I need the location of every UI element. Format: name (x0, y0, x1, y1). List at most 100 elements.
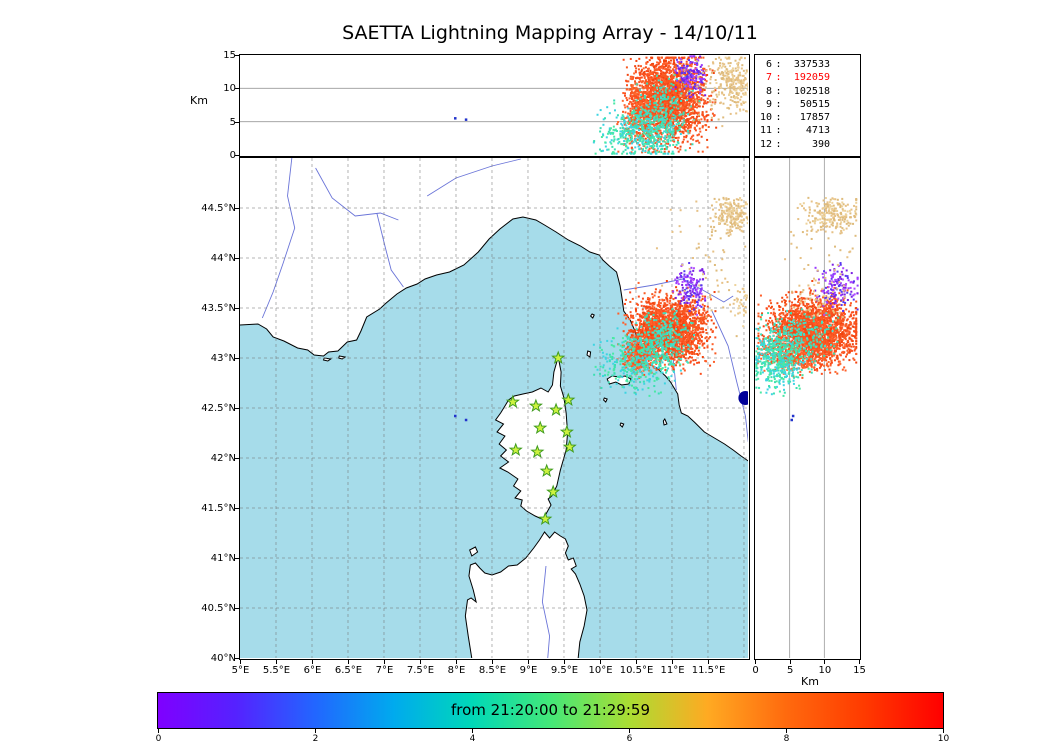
colorbar-time-range-label: from 21:20:00 to 21:29:59 (450, 701, 650, 719)
lon-tick-mark (528, 660, 529, 664)
colorbar-tick-mark (629, 729, 630, 733)
lon-tick-mark (384, 660, 385, 664)
lon-tick-mark (420, 660, 421, 664)
lat-tick-label: 42°N (210, 453, 236, 464)
lon-tick-mark (348, 660, 349, 664)
colorbar-tick-label: 2 (312, 734, 319, 744)
altitude-tick-mark (755, 660, 756, 664)
altitude-axis-label-right: Km (801, 675, 819, 688)
station-level: 6 (765, 59, 772, 70)
lon-tick-label: 5.5°E (262, 665, 291, 676)
lon-tick-label: 8°E (447, 665, 466, 676)
lat-tick-label: 40.5°N (201, 603, 236, 614)
lon-tick-mark (492, 660, 493, 664)
lon-tick-label: 11.5°E (691, 665, 726, 676)
lat-tick-mark (235, 308, 239, 309)
station-source-counts-panel: 6:337533 7:192059 8:102518 9:50515 10:17857 1… (754, 54, 861, 157)
colorbar-tick-mark (786, 729, 787, 733)
colorbar-tick-label: 6 (626, 734, 633, 744)
figure-title: SAETTA Lightning Mapping Array - 14/10/1… (342, 22, 758, 44)
lon-tick-mark (240, 660, 241, 664)
separator: : (775, 72, 782, 84)
lon-tick-mark (564, 660, 565, 664)
lon-tick-mark (312, 660, 313, 664)
altitude-vs-longitude-canvas (240, 55, 748, 155)
altitude-tick-label: 10 (223, 83, 236, 95)
station-level: 8 (765, 85, 772, 97)
separator: : (775, 98, 782, 110)
station-count: 102518 (793, 85, 830, 97)
lon-tick-label: 6.5°E (334, 665, 363, 676)
station-count: 192059 (793, 72, 830, 84)
lon-tick-label: 10.5°E (619, 665, 654, 676)
lon-tick-mark (636, 660, 637, 664)
lon-tick-label: 10°E (588, 665, 613, 676)
lat-tick-mark (235, 508, 239, 509)
altitude-vs-longitude-panel (239, 54, 750, 157)
lon-tick-label: 7.5°E (406, 665, 435, 676)
lon-tick-label: 6°E (303, 665, 322, 676)
altitude-vs-latitude-canvas (755, 158, 859, 658)
lat-tick-label: 42.5°N (201, 403, 236, 414)
lat-tick-label: 41°N (210, 553, 236, 564)
lat-tick-mark (235, 408, 239, 409)
altitude-tick-mark (824, 660, 826, 664)
lat-tick-label: 44°N (210, 253, 236, 264)
altitude-tick-mark (235, 121, 239, 123)
lon-tick-label: 11°E (660, 665, 685, 676)
time-colorbar: from 21:20:00 to 21:29:59 (157, 692, 944, 729)
station-level: 7 (765, 72, 772, 84)
lat-tick-mark (235, 608, 239, 609)
station-count: 50515 (799, 98, 830, 110)
lat-tick-mark (235, 208, 239, 209)
lat-tick-label: 44.5°N (201, 203, 236, 214)
lat-tick-mark (235, 558, 239, 559)
colorbar-tick-label: 0 (155, 734, 162, 744)
lat-tick-label: 41.5°N (201, 503, 236, 514)
lon-tick-label: 7°E (375, 665, 394, 676)
station-count-row: 12: 390 (757, 138, 857, 151)
altitude-tick-mark (235, 55, 239, 56)
lat-tick-mark (235, 258, 239, 259)
lat-tick-mark (235, 358, 239, 359)
lat-tick-label: 43.5°N (201, 303, 236, 314)
station-level: 12 (759, 138, 772, 150)
altitude-tick-mark (235, 155, 239, 156)
station-count: 17857 (799, 112, 830, 124)
separator: : (775, 112, 782, 124)
lon-tick-mark (600, 660, 601, 664)
colorbar-tick-mark (472, 729, 473, 733)
lat-tick-mark (235, 458, 239, 459)
station-count-row: 10: 17857 (757, 111, 857, 124)
colorbar-tick-label: 8 (783, 734, 790, 744)
station-count: 337533 (793, 59, 830, 70)
colorbar-tick-mark (315, 729, 316, 733)
plan-view-map-panel (239, 157, 750, 660)
lat-tick-mark (235, 658, 239, 659)
station-level: 10 (759, 112, 772, 124)
lon-tick-label: 5°E (231, 665, 250, 676)
station-count-row: 8:102518 (757, 85, 857, 98)
lat-tick-label: 40°N (210, 653, 236, 664)
station-count-row: 7:192059 (757, 71, 857, 84)
separator: : (775, 85, 782, 97)
colorbar-tick-mark (943, 729, 944, 733)
colorbar-tick-label: 10 (937, 734, 950, 744)
altitude-tick-mark (859, 660, 860, 664)
lon-tick-label: 8.5°E (478, 665, 507, 676)
station-count: 4713 (805, 125, 830, 137)
altitude-tick-label: 0 (229, 150, 236, 161)
lon-tick-mark (672, 660, 673, 664)
station-count-row: 11: 4713 (757, 124, 857, 137)
colorbar-tick-mark (158, 729, 159, 733)
lat-tick-label: 43°N (210, 353, 236, 364)
lon-tick-label: 9.5°E (550, 665, 579, 676)
station-count-row: 9: 50515 (757, 98, 857, 111)
altitude-tick-label: 15 (853, 665, 866, 676)
lon-tick-mark (708, 660, 709, 664)
altitude-tick-label: 0 (752, 665, 759, 676)
separator: : (775, 59, 782, 70)
station-level: 11 (759, 125, 772, 137)
separator: : (775, 125, 782, 137)
